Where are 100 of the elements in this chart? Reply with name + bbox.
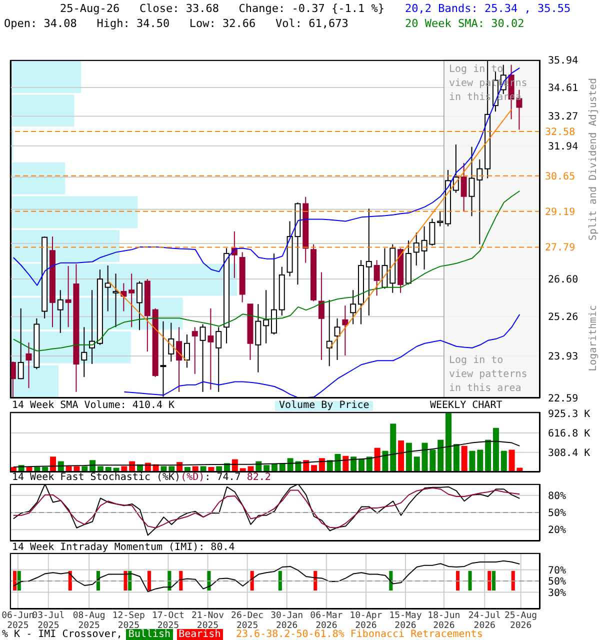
text: Logarithmic: [588, 305, 599, 372]
bar: [453, 444, 460, 472]
x-tick-label: 08-Aug 2025: [72, 611, 106, 631]
y-tick-label: 26.60: [548, 274, 578, 286]
y-tick-label: 80%: [548, 490, 566, 502]
y-tick-label: 22.59: [548, 394, 578, 405]
candlestick: [112, 273, 119, 328]
y-tick-label: 23.93: [548, 352, 578, 363]
candlestick: [318, 272, 324, 361]
candlestick: [81, 326, 88, 378]
y-tick-label: 308.4 K: [548, 448, 590, 459]
text: 20 Week SMA: 30.02: [405, 17, 524, 30]
bar: [477, 450, 484, 472]
candlestick: [350, 290, 356, 325]
bar: [414, 456, 420, 472]
candlestick: [413, 232, 420, 266]
x-tick-label: 26-Dec 2025: [231, 611, 264, 631]
candlestick: [136, 280, 142, 331]
bar: [485, 440, 492, 472]
candlestick: [382, 248, 388, 290]
text: Bullish: [126, 629, 173, 640]
x-tick-label: 30-Jan 2026: [270, 611, 304, 631]
bar: [390, 424, 396, 472]
text: Split and Dividend Adjusted: [588, 78, 599, 241]
text: Volume By Price: [275, 400, 374, 411]
ref-line-label: 29.19: [545, 206, 576, 218]
y-tick-label: 31.94: [548, 141, 578, 152]
candlestick: [476, 158, 483, 245]
x-tick-label: 06-Jun 2025: [2, 611, 34, 631]
candlestick: [460, 162, 467, 212]
bar: [11, 61, 82, 93]
candlestick: [168, 322, 174, 362]
text: 14 Week Intraday Momentum (IMI): 80.4: [12, 542, 235, 553]
candlestick: [374, 260, 380, 296]
candlestick: [231, 230, 238, 278]
line-series: [12, 440, 520, 468]
y-tick-label: 34.61: [548, 83, 578, 94]
y-tick-label: 33.27: [548, 112, 578, 123]
ref-line-label: 32.58: [545, 126, 576, 138]
line-series: [12, 487, 520, 528]
y-tick-label: 25.26: [548, 312, 578, 324]
x-tick-label: 25-Aug 2026: [504, 611, 538, 631]
bar: [500, 450, 507, 472]
text: (%D): [180, 472, 205, 483]
text: WEEKLY CHART: [430, 400, 502, 411]
x-tick-label: 15-May 2026: [389, 611, 422, 631]
text: 23.6-38.2-50-61.8% Fibonacci Retracements: [236, 629, 483, 640]
ref-line-label: 30.65: [545, 171, 576, 182]
candlestick: [270, 253, 277, 335]
x-tick-label: 18-Jun 2026: [428, 611, 460, 631]
line-series: [12, 560, 520, 592]
candlestick: [216, 326, 222, 392]
text: 20,2 Bands: 25.34 , 35.55: [405, 2, 571, 15]
ref-line-label: 27.79: [545, 242, 576, 254]
candlestick: [176, 326, 182, 392]
y-tick-label: 70%: [548, 565, 566, 576]
bar: [438, 440, 444, 472]
legend-title: % K - IMI Crossover,: [2, 629, 122, 640]
annotation: : 74.7: [204, 472, 241, 483]
annotation: 82.2: [246, 472, 271, 483]
y-tick-label: 925.3 K: [548, 408, 590, 420]
bar: [406, 442, 412, 472]
candlestick: [18, 308, 24, 380]
bar: [398, 440, 404, 472]
candlestick: [184, 334, 190, 368]
text: 14 Week SMA Volume: 410.4 K: [12, 400, 175, 411]
candlestick: [26, 342, 32, 389]
bar: [469, 450, 476, 472]
candlestick: [208, 308, 214, 390]
y-tick-label: 20%: [548, 525, 566, 536]
candlestick: [326, 299, 332, 367]
candlestick: [57, 290, 64, 334]
x-tick-label: 24-Jul 2026: [468, 611, 501, 631]
candlestick: [192, 326, 198, 374]
bar: [382, 450, 388, 472]
text: 14 Week Fast Stochastic (%K): [12, 472, 181, 483]
chart-title: 25-Aug-26 Close: 33.68 Change: -0.37 {-1.1 %}: [60, 2, 385, 15]
annotation: Log in to view patterns in this area: [449, 354, 528, 396]
candlestick: [255, 304, 262, 373]
bar: [446, 412, 452, 472]
candlestick: [366, 208, 372, 316]
candlestick: [263, 290, 270, 344]
line-series: [12, 190, 520, 352]
candlestick: [468, 146, 475, 217]
bar: [461, 446, 468, 472]
y-tick-label: 50%: [548, 576, 566, 588]
y-tick-label: 50%: [548, 508, 566, 520]
candlestick: [104, 265, 111, 312]
candlestick: [200, 324, 206, 392]
y-tick-label: 30%: [548, 588, 566, 599]
candlestick: [334, 318, 340, 361]
candlestick: [342, 305, 348, 356]
y-tick-label: 35.94: [548, 56, 578, 67]
x-tick-label: 03-Jul 2025: [32, 611, 65, 631]
chart-subtitle: Open: 34.08 High: 34.50 Low: 32.66 Vol: 61,673: [4, 17, 348, 30]
y-tick-label: 616.8 K: [548, 428, 590, 440]
candlestick: [128, 273, 135, 328]
text: Bearish: [176, 629, 223, 640]
x-tick-label: 06-Mar 2026: [310, 611, 344, 631]
bar: [492, 428, 499, 472]
